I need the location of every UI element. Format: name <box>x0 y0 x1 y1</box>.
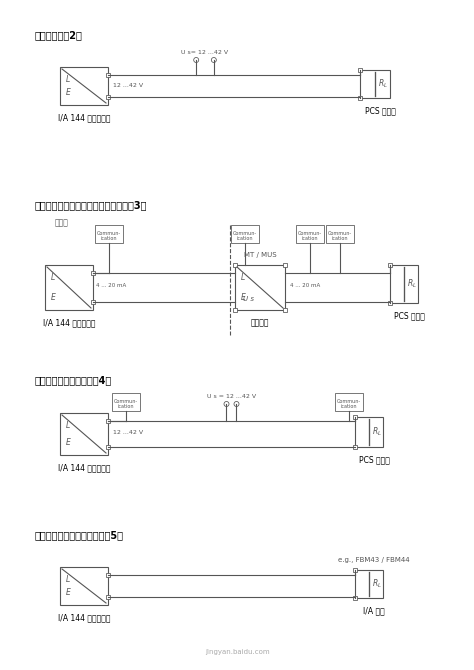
Text: I/A 144 系列变送器: I/A 144 系列变送器 <box>58 613 110 622</box>
Bar <box>106 573 110 577</box>
Bar <box>106 445 110 449</box>
Text: ication: ication <box>341 403 357 409</box>
Text: E: E <box>66 88 71 97</box>
Text: 直接供电（图2）: 直接供电（图2） <box>35 30 83 40</box>
Bar <box>233 308 237 312</box>
Bar <box>353 415 357 419</box>
Text: U s: U s <box>243 296 254 302</box>
Text: 供电设备: 供电设备 <box>251 318 269 327</box>
Text: E: E <box>66 588 71 597</box>
Text: $R_L$: $R_L$ <box>372 425 382 438</box>
Bar <box>355 570 383 598</box>
Bar <box>353 445 357 449</box>
Bar <box>355 417 383 447</box>
Text: Commun-: Commun- <box>97 230 121 235</box>
Text: ication: ication <box>302 235 318 241</box>
Text: Commun-: Commun- <box>328 230 352 235</box>
Bar <box>390 265 418 303</box>
Bar <box>95 225 123 243</box>
Text: 危险区: 危险区 <box>55 218 69 227</box>
Bar <box>112 393 140 411</box>
Text: 12 ...42 V: 12 ...42 V <box>113 82 143 88</box>
Text: PCS 控制器: PCS 控制器 <box>365 106 395 115</box>
Text: U s= 12 ...42 V: U s= 12 ...42 V <box>182 50 228 55</box>
Text: L: L <box>66 575 70 584</box>
Text: PCS 控制器: PCS 控制器 <box>393 311 424 320</box>
Bar <box>235 265 285 310</box>
Text: Commun-: Commun- <box>233 230 257 235</box>
Bar <box>283 263 287 267</box>
Text: ication: ication <box>237 235 253 241</box>
Bar <box>106 73 110 77</box>
Bar <box>388 301 392 305</box>
Text: $R_L$: $R_L$ <box>407 278 417 290</box>
Text: PCS 控制器: PCS 控制器 <box>358 455 390 464</box>
Text: jingyan.baidu.com: jingyan.baidu.com <box>205 649 269 655</box>
Text: L: L <box>66 421 70 430</box>
Text: I/A 系统: I/A 系统 <box>363 606 385 615</box>
Bar <box>60 413 108 455</box>
Text: 4 ... 20 mA: 4 ... 20 mA <box>96 283 126 288</box>
Text: U s = 12 ...42 V: U s = 12 ...42 V <box>207 394 256 399</box>
Bar <box>388 263 392 267</box>
Text: E: E <box>66 438 71 447</box>
Bar <box>106 595 110 599</box>
Text: E: E <box>241 293 246 302</box>
Bar <box>91 271 95 275</box>
Text: Commun-: Commun- <box>337 399 361 403</box>
Bar <box>358 96 362 100</box>
Text: L: L <box>66 75 70 84</box>
Bar <box>296 225 324 243</box>
Text: ication: ication <box>332 235 348 241</box>
Bar <box>106 419 110 423</box>
Bar <box>91 300 95 304</box>
Text: e.g., FBM43 / FBM44: e.g., FBM43 / FBM44 <box>338 557 410 563</box>
Bar <box>45 265 93 310</box>
Bar <box>360 70 390 98</box>
Bar <box>233 263 237 267</box>
Text: ication: ication <box>101 235 117 241</box>
Bar <box>326 225 354 243</box>
Text: 带有通讯的直接供电（图4）: 带有通讯的直接供电（图4） <box>35 375 112 385</box>
Text: Commun-: Commun- <box>114 399 138 403</box>
Text: 12 ...42 V: 12 ...42 V <box>113 431 143 436</box>
Bar <box>106 95 110 99</box>
Text: ication: ication <box>118 403 134 409</box>
Text: L: L <box>241 273 245 282</box>
Text: I/A 144 系列变送器: I/A 144 系列变送器 <box>58 113 110 122</box>
Text: I/A 144 系列变送器: I/A 144 系列变送器 <box>58 463 110 472</box>
Text: 4 ... 20 mA: 4 ... 20 mA <box>290 283 320 288</box>
Bar <box>60 567 108 605</box>
Bar <box>335 393 363 411</box>
Bar <box>353 568 357 572</box>
Bar <box>231 225 259 243</box>
Bar <box>353 596 357 600</box>
Text: Commun-: Commun- <box>298 230 322 235</box>
Text: I/A 144 系列变送器: I/A 144 系列变送器 <box>43 318 95 327</box>
Bar <box>358 68 362 72</box>
Text: 通过带有通讯的供电设备进行供电（图3）: 通过带有通讯的供电设备进行供电（图3） <box>35 200 147 210</box>
Text: MT / MUS: MT / MUS <box>244 252 276 258</box>
Text: 通过控制系统的直接供电（图5）: 通过控制系统的直接供电（图5） <box>35 530 124 540</box>
Text: $R_L$: $R_L$ <box>372 578 382 590</box>
Text: $R_L$: $R_L$ <box>378 78 388 90</box>
Text: L: L <box>51 273 55 282</box>
Bar <box>60 67 108 105</box>
Bar <box>283 308 287 312</box>
Text: E: E <box>51 293 56 302</box>
